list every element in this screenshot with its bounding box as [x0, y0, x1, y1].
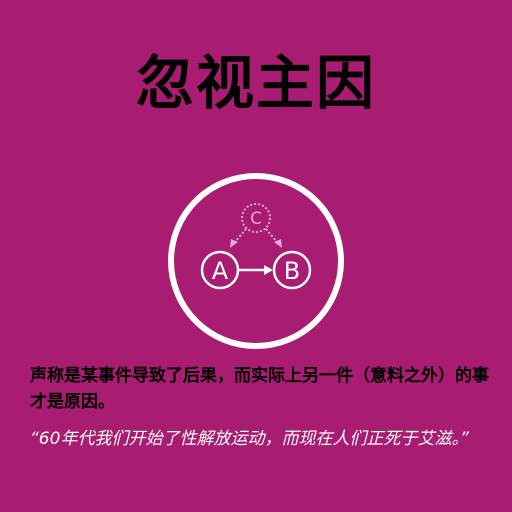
node-a-label: A — [212, 257, 229, 285]
node-b-label: B — [284, 257, 300, 285]
arrowhead-a-to-b — [264, 265, 273, 275]
node-b — [272, 250, 312, 290]
fallacy-description: 声称是某事件导致了后果，而实际上另一件（意料之外）的事才是原因。 — [30, 366, 489, 412]
causal-diagram: C A B — [168, 173, 344, 349]
node-a — [200, 250, 240, 290]
dashed-arrowhead-a — [230, 239, 238, 248]
hidden-cause-label: C — [250, 209, 262, 229]
dashed-arrowhead-b — [274, 239, 282, 248]
page-title: 忽视主因 — [135, 49, 376, 117]
fallacy-example: “60年代我们开始了性解放运动，而现在人们正死于艾滋。” — [30, 429, 469, 449]
hidden-cause-node — [241, 203, 271, 233]
dashed-arrow-c-to-a — [233, 228, 247, 244]
dashed-arrow-c-to-b — [265, 228, 279, 244]
diagram-border-circle — [168, 173, 344, 349]
